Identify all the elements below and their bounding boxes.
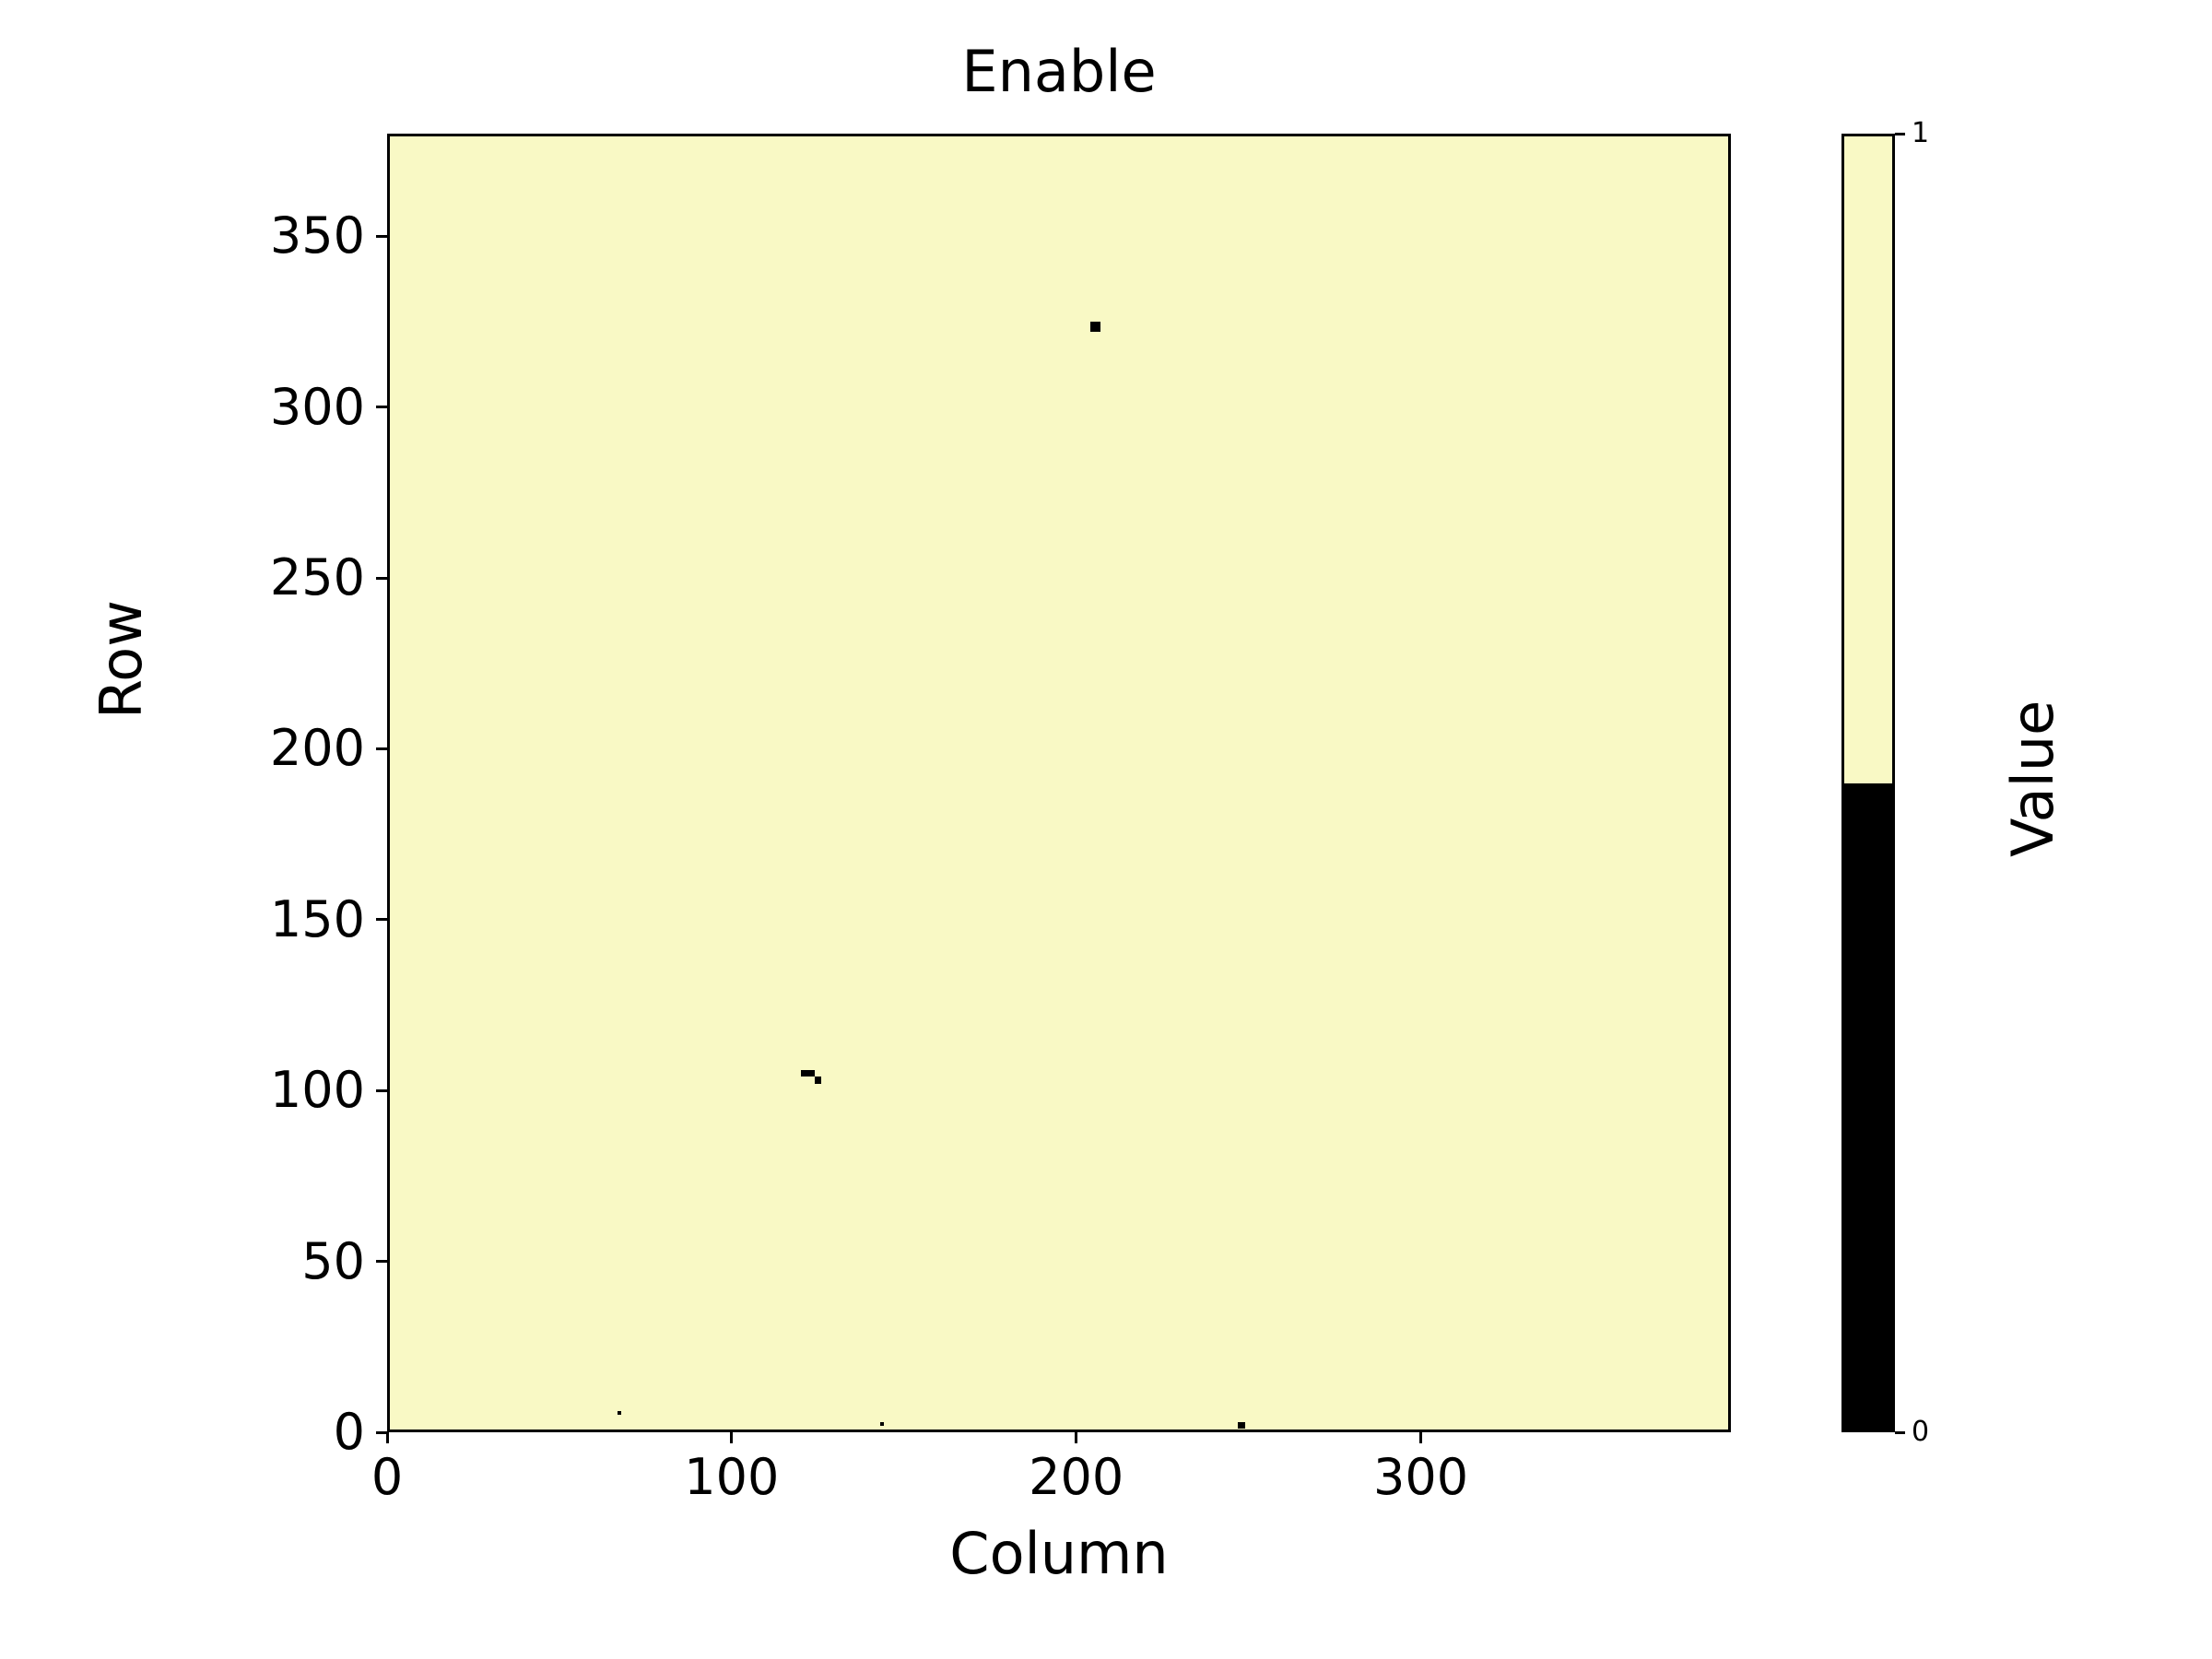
x-tick-mark [385, 1432, 389, 1443]
y-tick-mark [376, 918, 387, 922]
heatmap-zero-cell [1238, 1421, 1245, 1430]
y-tick-label: 100 [269, 1061, 365, 1120]
colorbar-tick-mark [1895, 1430, 1905, 1434]
y-tick-mark [376, 1088, 387, 1092]
y-tick-mark [376, 234, 387, 238]
y-tick-mark [376, 1260, 387, 1264]
y-tick-label: 300 [269, 377, 365, 436]
y-tick-label: 0 [333, 1403, 365, 1461]
heatmap-zero-cell [800, 1069, 815, 1077]
colorbar-tick-label: 1 [1912, 117, 1930, 149]
y-tick-label: 350 [269, 206, 365, 265]
x-tick-label: 0 [371, 1448, 404, 1506]
y-axis-label: Row [88, 600, 155, 719]
x-tick-label: 300 [1372, 1448, 1469, 1506]
colorbar[interactable] [1841, 134, 1895, 1432]
x-tick-mark [1075, 1432, 1078, 1443]
page-title: Enable [961, 38, 1157, 105]
y-tick-label: 150 [269, 889, 365, 948]
heatmap-zero-cell [618, 1411, 622, 1416]
heatmap-zero-cell [814, 1077, 822, 1084]
y-tick-label: 200 [269, 719, 365, 778]
y-tick-mark [376, 1430, 387, 1434]
x-tick-mark [730, 1432, 734, 1443]
heatmap-zero-cell [879, 1421, 884, 1426]
heatmap-surface [390, 136, 1728, 1430]
y-tick-label: 50 [301, 1231, 365, 1290]
x-axis-label: Column [949, 1520, 1169, 1587]
x-tick-label: 100 [684, 1448, 780, 1506]
plot-area[interactable] [387, 134, 1731, 1432]
y-tick-mark [376, 576, 387, 580]
colorbar-tick-mark [1895, 132, 1905, 135]
colorbar-low-swatch [1844, 782, 1892, 1430]
colorbar-label: Value [1999, 700, 2066, 857]
colorbar-high-swatch [1844, 136, 1892, 783]
y-tick-label: 250 [269, 548, 365, 607]
heatmap-zero-cell [1089, 321, 1100, 333]
colorbar-tick-label: 0 [1912, 1416, 1930, 1448]
y-tick-mark [376, 406, 387, 409]
x-tick-mark [1419, 1432, 1423, 1443]
x-tick-label: 200 [1029, 1448, 1124, 1506]
y-tick-mark [376, 747, 387, 750]
